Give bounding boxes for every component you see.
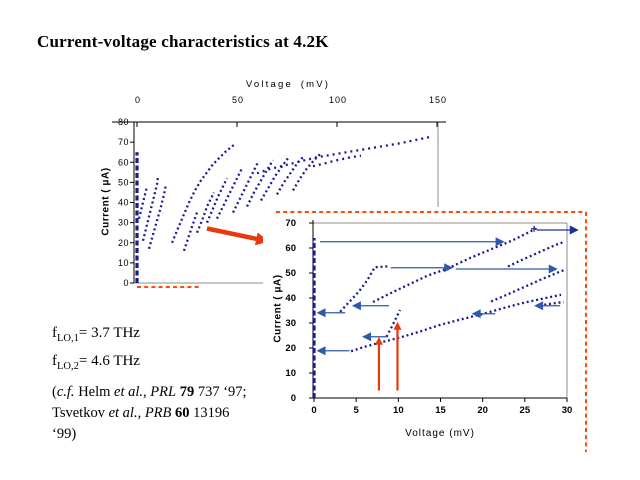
- inset-chart-x-axis-title: Voltage (mV): [405, 428, 475, 439]
- jump-right-63-head: [495, 237, 505, 247]
- lo-frequency-1: fLO,1= 3.7 THz: [52, 325, 140, 344]
- y-tick-label: 80: [118, 117, 129, 127]
- jump-left-19-head: [316, 346, 326, 356]
- jump-left-24-head: [362, 332, 372, 342]
- branch-3: [147, 184, 168, 250]
- x-tick-label: 5: [354, 405, 360, 416]
- y-tick-label: 50: [285, 268, 296, 279]
- x-tick-label: 100: [329, 95, 347, 105]
- branch-a: [339, 265, 390, 313]
- zoom-arrow-shaft: [206, 226, 258, 242]
- branch-2: [141, 176, 160, 242]
- branch-8: [215, 167, 244, 220]
- y-tick-label: 40: [118, 198, 129, 208]
- slide-title: Current-voltage characteristics at 4.2K: [37, 32, 329, 51]
- zoom-callout-overlay: [137, 226, 269, 288]
- lo-frequency-annotation: fLO,1= 3.7 THz fLO,2= 4.6 THz: [52, 322, 140, 378]
- branch-13: [292, 153, 321, 192]
- right-cluster: [544, 300, 564, 306]
- x-tick-label: 30: [562, 405, 573, 416]
- main-chart-y-axis-title: Current ( μA): [100, 167, 112, 236]
- lower-right-branch: [490, 268, 567, 303]
- jump-left-37b-head: [534, 301, 544, 311]
- x-tick-label: 15: [435, 405, 446, 416]
- branch-10: [245, 159, 274, 208]
- inset-white-panel: [263, 207, 584, 452]
- tall-branch: [170, 143, 236, 244]
- upper-envelope: [256, 134, 434, 175]
- jump-left-37a-head: [351, 301, 361, 311]
- branch-5: [182, 212, 199, 252]
- x-tick-label: 0: [135, 95, 141, 105]
- jump-left-34a-head: [316, 308, 326, 318]
- citation-line: ‘99): [52, 426, 77, 442]
- jump-right-67-head: [569, 225, 579, 235]
- branch-12: [276, 155, 305, 196]
- x-tick-label: 0: [311, 405, 316, 416]
- y-tick-label: 20: [118, 238, 129, 248]
- bottom-branch: [350, 293, 562, 353]
- x-tick-label: 10: [393, 405, 404, 416]
- inset-iv-chart: 0 5 10 15 20 25 30 0 10 20 30 40 50 60 70: [285, 218, 579, 416]
- branch-11: [260, 157, 289, 202]
- jump-right-52b-head: [548, 264, 558, 274]
- main-iv-chart: 0 50 100 150 0 10 20 30 40 50 60 70 80: [112, 95, 447, 288]
- y-tick-label: 60: [118, 157, 129, 167]
- reference-citation: (c.f. Helm et al., PRL 79 737 ‘97; Tsvet…: [52, 382, 302, 445]
- dashed-highlight-border: [276, 211, 587, 452]
- x-tick-label: 25: [520, 405, 531, 416]
- photon-step-arrow-1-head: [374, 336, 383, 345]
- main-chart-x-axis-title: Voltage (mV): [245, 79, 331, 90]
- y-tick-label: 10: [118, 258, 129, 268]
- lo-frequency-2: fLO,2= 4.6 THz: [52, 353, 140, 372]
- jump-left-34b-head: [471, 309, 481, 319]
- y-tick-label: 0: [123, 278, 129, 288]
- branch-1: [137, 186, 149, 219]
- y-tick-label: 50: [118, 177, 129, 187]
- y-tick-label: 40: [285, 293, 296, 304]
- y-tick-label: 10: [285, 368, 296, 379]
- upper-right-branch: [507, 240, 565, 268]
- jump-right-52a-head: [444, 263, 454, 273]
- x-tick-label: 150: [429, 95, 447, 105]
- branch-7: [205, 177, 229, 224]
- citation-line: Tsvetkov et al., PRB 60 13196: [52, 405, 230, 421]
- x-tick-label: 20: [477, 405, 488, 416]
- y-tick-label: 70: [118, 137, 129, 147]
- y-tick-label: 60: [285, 243, 296, 254]
- y-tick-label: 20: [285, 343, 296, 354]
- inset-chart-background: [263, 207, 584, 452]
- y-tick-label: 30: [285, 318, 296, 329]
- steep-mid-branch: [385, 309, 402, 338]
- citation-line: (c.f. Helm et al., PRL 79 737 ‘97;: [52, 384, 247, 400]
- secondary-envelope: [312, 154, 362, 168]
- y-tick-label: 70: [285, 218, 296, 229]
- y-tick-label: 30: [118, 218, 129, 228]
- branch-9: [231, 161, 260, 214]
- photon-step-arrow-2-head: [393, 321, 402, 330]
- inset-chart-y-axis-title: Current ( μA): [272, 274, 284, 343]
- y-tick-label: 0: [291, 393, 296, 404]
- x-tick-label: 50: [232, 95, 244, 105]
